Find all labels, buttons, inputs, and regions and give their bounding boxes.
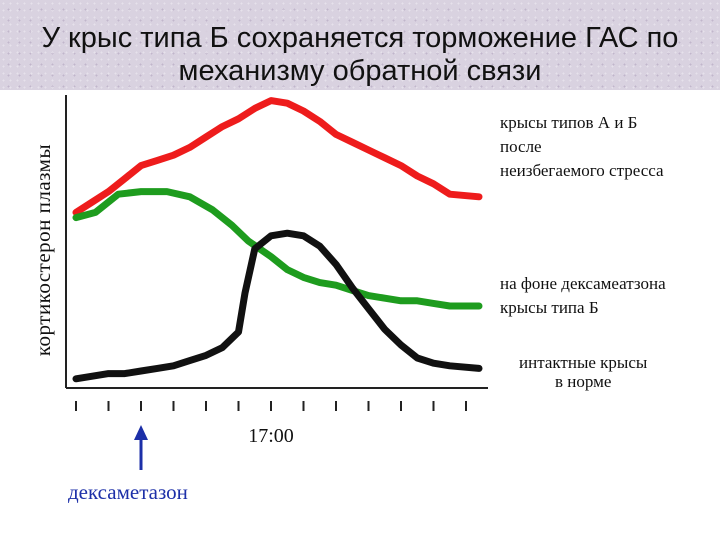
legend-label-1: неизбегаемого стресса [500,161,664,180]
slide-title-line-1: У крыс типа Б сохраняется торможение ГАС… [41,22,679,54]
arrow-up-icon [134,425,148,440]
legend-label-2: крысы типа Б [500,298,599,317]
series-layer [72,97,483,383]
corticosterone-chart: кортикостерон плазмы 17:00 крысы типов А… [31,95,666,504]
series-line-3 [72,229,483,383]
legend-label-3: интактные крысы [519,353,648,372]
series-line-1 [72,97,483,216]
legend: крысы типов А и Б после неизбегаемого стре… [500,113,666,391]
chart-panel: кортикостерон плазмы 17:00 крысы типов А… [0,90,720,540]
legend-label-2: на фоне дексамеатзона [500,274,666,293]
legend-label-1: после [500,137,542,156]
series-line-2 [72,188,483,310]
x-tick-label: 17:00 [248,425,294,447]
slide-title-line-2: механизму обратной связи [178,55,542,87]
x-ticks: 17:00 [75,401,467,447]
slide-title: У крыс типа Б сохраняется торможение ГАС… [0,22,720,88]
dexamethasone-annotation: дексаметазон [68,425,188,504]
y-axis-label: кортикостерон плазмы [31,144,55,356]
legend-label-1: крысы типов А и Б [500,113,637,132]
legend-label-3: в норме [555,372,611,391]
dexamethasone-label: дексаметазон [68,480,188,504]
